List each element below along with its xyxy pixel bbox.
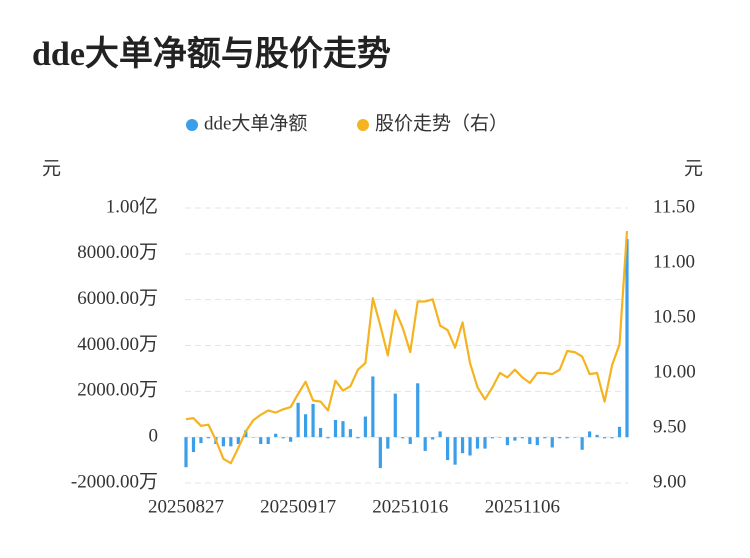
bar xyxy=(528,437,532,445)
bar xyxy=(602,437,607,439)
y-tick-label: 1.00亿 xyxy=(106,195,158,217)
bar xyxy=(535,437,539,446)
y2-tick-label: 9.50 xyxy=(653,416,686,437)
bar xyxy=(363,416,367,438)
bar xyxy=(401,437,405,439)
bar xyxy=(453,437,457,465)
bar xyxy=(371,376,375,438)
bar xyxy=(289,437,293,442)
bar xyxy=(311,403,315,438)
bar xyxy=(236,437,240,445)
x-tick-label: 20250917 xyxy=(260,496,336,517)
bar xyxy=(565,437,569,439)
bar xyxy=(558,437,562,439)
legend-label[interactable]: 股价走势（右） xyxy=(375,112,508,134)
bar xyxy=(513,437,517,441)
bar xyxy=(416,383,420,438)
bar xyxy=(378,437,382,469)
bar xyxy=(490,437,495,439)
legend-marker xyxy=(186,119,198,131)
bar xyxy=(617,426,622,438)
bar xyxy=(348,429,353,438)
bar xyxy=(595,434,599,438)
legend-marker xyxy=(357,119,369,131)
bar xyxy=(505,437,510,446)
bar xyxy=(423,437,427,451)
price-line xyxy=(185,231,629,465)
bar xyxy=(580,437,584,450)
x-tick-label: 20250827 xyxy=(148,496,224,517)
bar xyxy=(446,437,450,461)
bar xyxy=(573,437,577,438)
bar xyxy=(333,419,338,438)
y-tick-label: 6000.00万 xyxy=(77,288,158,309)
bar xyxy=(520,437,524,439)
bar xyxy=(206,437,211,439)
bar xyxy=(199,437,203,444)
bar xyxy=(543,437,547,439)
bar xyxy=(281,437,285,439)
y-tick-label: 8000.00万 xyxy=(77,242,158,263)
bar xyxy=(326,437,330,439)
bar xyxy=(296,402,300,438)
bar xyxy=(274,433,278,438)
bar xyxy=(483,437,487,449)
y-tick-label: -2000.00万 xyxy=(71,471,158,492)
bar xyxy=(251,437,255,438)
bar xyxy=(625,238,629,438)
x-tick-label: 20251106 xyxy=(485,496,560,517)
bar xyxy=(610,437,614,439)
bar xyxy=(184,437,188,468)
bar xyxy=(191,437,196,453)
y-tick-label: 2000.00万 xyxy=(77,380,158,401)
y-tick-label: 0 xyxy=(149,426,159,447)
y2-axis-unit: 元 xyxy=(684,158,703,179)
bar xyxy=(460,437,465,454)
bar xyxy=(303,414,308,438)
y2-tick-label: 10.50 xyxy=(653,306,696,327)
bar xyxy=(386,437,390,449)
bar xyxy=(431,437,435,440)
bar xyxy=(259,437,263,445)
y-tick-label: 4000.00万 xyxy=(77,334,158,355)
bar xyxy=(550,437,554,448)
bar xyxy=(393,393,397,438)
bar xyxy=(266,437,270,445)
bar xyxy=(468,437,472,456)
bar xyxy=(408,437,412,445)
bar xyxy=(588,431,592,438)
bar xyxy=(475,437,480,449)
legend-label[interactable]: dde大单净额 xyxy=(204,112,307,134)
y2-tick-label: 11.50 xyxy=(653,196,695,217)
bar xyxy=(498,437,502,438)
bar xyxy=(438,431,442,438)
bar xyxy=(356,437,360,439)
chart-title: dde大单净额与股价走势 xyxy=(32,35,391,73)
y2-tick-label: 10.00 xyxy=(653,361,696,382)
bar xyxy=(221,437,225,447)
x-tick-label: 20251016 xyxy=(372,496,448,517)
bar xyxy=(318,428,323,438)
y2-tick-label: 11.00 xyxy=(653,251,695,272)
bar xyxy=(341,421,345,438)
bar xyxy=(229,437,233,447)
y2-tick-label: 9.00 xyxy=(653,471,686,492)
y-axis-unit: 元 xyxy=(42,158,61,179)
